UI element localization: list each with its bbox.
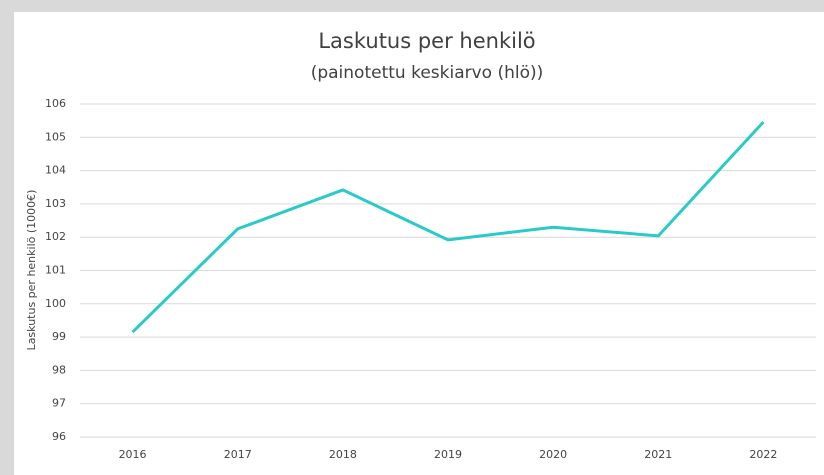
y-tick-label: 99: [52, 330, 66, 343]
y-tick-label: 105: [45, 130, 66, 143]
chart-title: Laskutus per henkilö: [318, 29, 535, 53]
y-tick-label: 104: [45, 164, 66, 177]
y-tick-label: 102: [45, 230, 66, 243]
y-tick-label: 98: [52, 363, 66, 376]
y-tick-label: 106: [45, 97, 66, 110]
x-tick-label: 2021: [644, 448, 672, 461]
y-tick-label: 96: [52, 430, 66, 443]
y-tick-label: 97: [52, 397, 66, 410]
x-tick-label: 2020: [539, 448, 567, 461]
chart-panel: [14, 12, 824, 475]
x-tick-label: 2022: [749, 448, 777, 461]
x-tick-label: 2018: [329, 448, 357, 461]
y-tick-label: 100: [45, 297, 66, 310]
data-line: [131, 120, 765, 334]
chart-subtitle: (painotettu keskiarvo (hlö)): [311, 63, 544, 83]
y-tick-label: 103: [45, 197, 66, 210]
x-tick-label: 2017: [224, 448, 252, 461]
y-tick-label: 101: [45, 264, 66, 277]
y-axis-label: Laskutus per henkilö (1000€): [25, 190, 38, 351]
x-tick-label: 2019: [434, 448, 462, 461]
x-tick-label: 2016: [119, 448, 147, 461]
